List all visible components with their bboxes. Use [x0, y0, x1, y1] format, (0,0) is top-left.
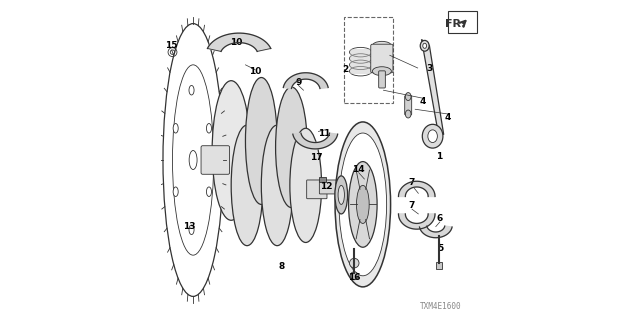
- Text: 15: 15: [164, 41, 177, 50]
- Text: 13: 13: [183, 222, 196, 231]
- Ellipse shape: [189, 85, 194, 95]
- Ellipse shape: [338, 185, 344, 204]
- Ellipse shape: [173, 124, 178, 133]
- Text: 12: 12: [320, 182, 333, 191]
- Text: 2: 2: [342, 65, 349, 74]
- Ellipse shape: [207, 187, 211, 196]
- Bar: [349, 49, 372, 74]
- Bar: [436, 262, 442, 269]
- Ellipse shape: [405, 92, 411, 100]
- Text: 7: 7: [409, 178, 415, 187]
- Text: 3: 3: [426, 63, 433, 73]
- Ellipse shape: [189, 150, 197, 170]
- Ellipse shape: [335, 122, 390, 287]
- Text: 14: 14: [353, 165, 365, 174]
- Polygon shape: [399, 181, 435, 196]
- FancyBboxPatch shape: [404, 96, 412, 115]
- Ellipse shape: [372, 67, 392, 76]
- Ellipse shape: [423, 43, 427, 48]
- Polygon shape: [399, 214, 435, 229]
- FancyBboxPatch shape: [201, 146, 230, 174]
- Text: 4: 4: [419, 97, 426, 106]
- Ellipse shape: [372, 41, 392, 50]
- Ellipse shape: [420, 40, 429, 51]
- Ellipse shape: [261, 125, 293, 246]
- Text: FR.: FR.: [445, 19, 465, 28]
- Text: 10: 10: [230, 38, 242, 47]
- Text: 6: 6: [436, 214, 443, 223]
- Ellipse shape: [290, 128, 321, 243]
- FancyBboxPatch shape: [379, 71, 385, 88]
- Ellipse shape: [428, 130, 437, 142]
- Ellipse shape: [405, 110, 411, 118]
- Ellipse shape: [246, 77, 277, 204]
- Ellipse shape: [173, 187, 178, 196]
- Ellipse shape: [276, 87, 307, 208]
- Ellipse shape: [422, 124, 443, 148]
- Text: 9: 9: [295, 78, 301, 87]
- Ellipse shape: [339, 133, 387, 276]
- FancyBboxPatch shape: [319, 180, 346, 194]
- Ellipse shape: [349, 162, 377, 247]
- Ellipse shape: [231, 125, 263, 246]
- Ellipse shape: [207, 124, 211, 133]
- Ellipse shape: [335, 176, 348, 214]
- Polygon shape: [284, 73, 328, 88]
- Polygon shape: [422, 39, 444, 135]
- Text: 7: 7: [409, 202, 415, 211]
- Polygon shape: [293, 133, 338, 149]
- Text: 17: 17: [310, 153, 323, 162]
- Ellipse shape: [349, 258, 359, 268]
- Bar: [319, 178, 326, 181]
- Ellipse shape: [350, 272, 358, 280]
- Polygon shape: [207, 33, 271, 52]
- FancyBboxPatch shape: [371, 44, 393, 73]
- Text: 11: 11: [319, 129, 331, 138]
- Text: 8: 8: [279, 262, 285, 271]
- Text: 1: 1: [436, 152, 443, 161]
- FancyBboxPatch shape: [307, 180, 327, 199]
- Ellipse shape: [212, 81, 250, 220]
- Text: 4: 4: [445, 113, 451, 122]
- Text: 16: 16: [348, 273, 360, 282]
- Ellipse shape: [189, 225, 194, 235]
- Polygon shape: [419, 226, 452, 238]
- Text: 5: 5: [436, 244, 443, 253]
- Text: TXM4E1600: TXM4E1600: [420, 302, 461, 311]
- Text: 10: 10: [249, 67, 261, 76]
- Ellipse shape: [356, 185, 369, 223]
